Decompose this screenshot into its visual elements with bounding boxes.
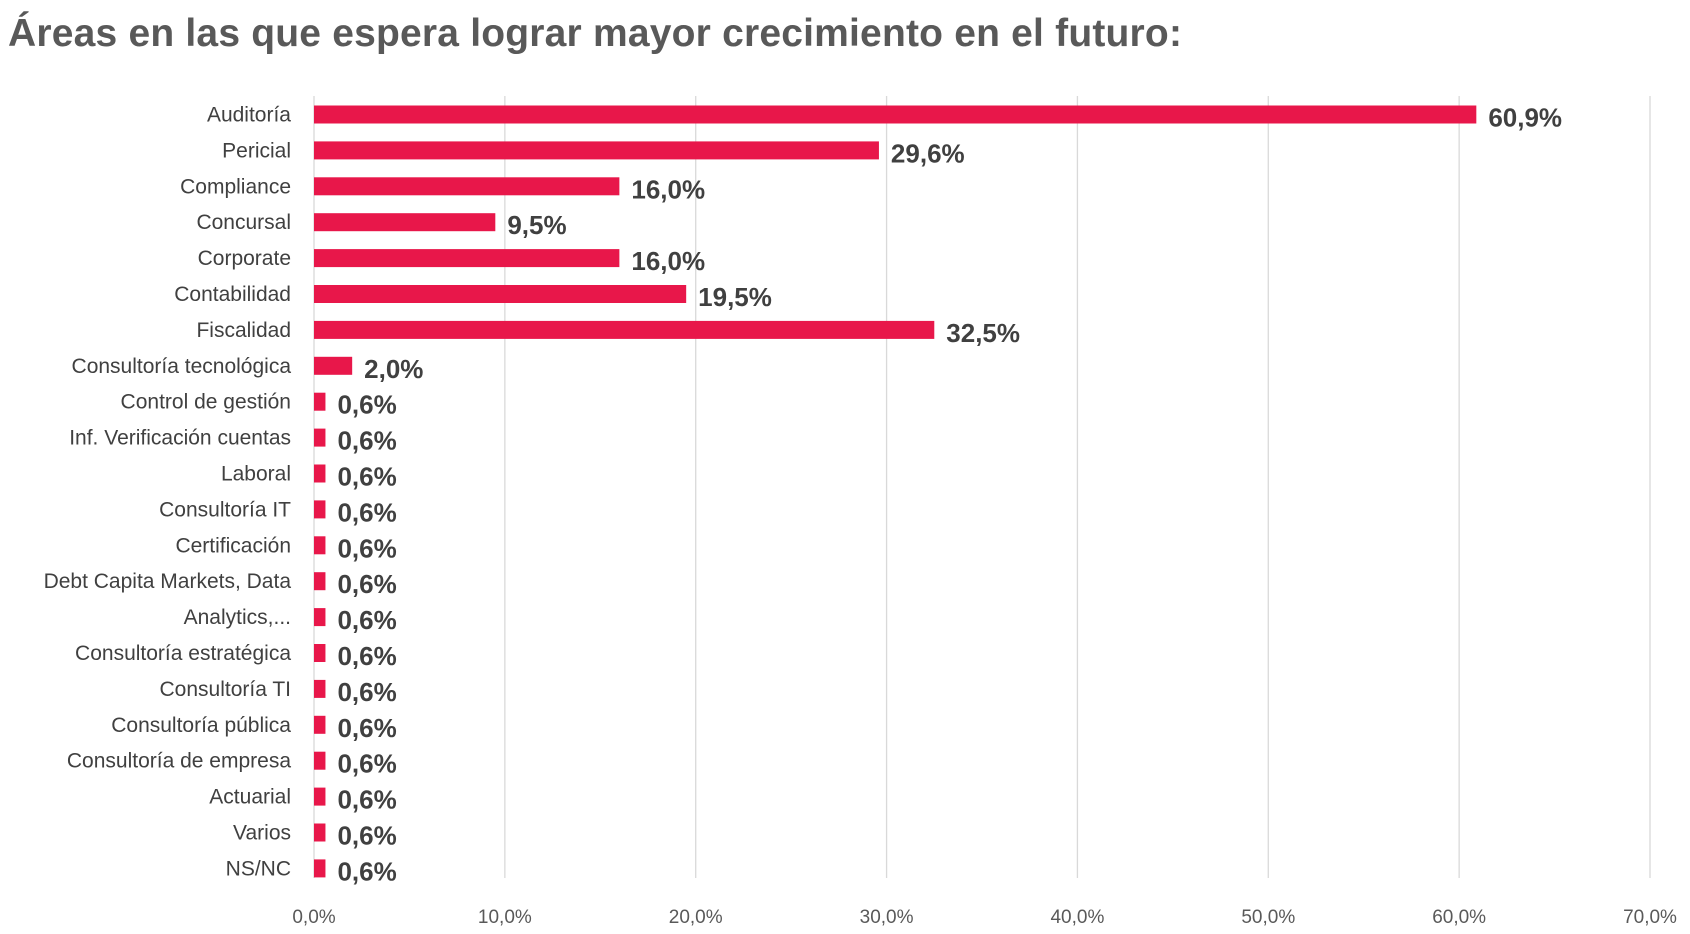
category-label: Consultoría de empresa [67,750,291,773]
x-tick-label: 60,0% [1432,907,1486,928]
bars [314,105,1477,878]
data-label: 0,6% [337,426,396,456]
bar [314,679,326,698]
data-label: 0,6% [337,641,396,671]
data-label: 0,6% [337,713,396,743]
chart-title: Áreas en las que espera lograr mayor cre… [8,12,1183,55]
category-label: Consultoría estratégica [75,642,291,665]
data-label: 9,5% [507,210,566,240]
category-label: Analytics,... [184,606,291,629]
data-label: 60,9% [1488,103,1562,133]
data-label: 16,0% [631,174,705,204]
category-label: Pericial [222,139,291,162]
category-label: Consultoría tecnológica [72,355,292,378]
x-axis-tick-labels: 0,0% 10,0% 20,0% 30,0% 40,0% 50,0% 60,0% 70,0% [292,907,1677,928]
category-label: Compliance [180,175,291,198]
data-label: 0,6% [337,605,396,635]
x-tick-label: 30,0% [860,907,914,928]
data-label: 29,6% [891,138,965,168]
category-label: Concursal [196,211,291,234]
data-label: 0,6% [337,749,396,779]
data-label: 2,0% [364,354,423,384]
bar [314,608,326,627]
category-label: NS/NC [226,857,291,880]
bar [314,213,496,232]
bar [314,500,326,519]
x-tick-label: 10,0% [478,907,532,928]
category-label: Inf. Verificación cuentas [69,427,291,450]
data-label: 0,6% [337,462,396,492]
category-label: Consultoría TI [159,678,291,701]
bar [314,356,353,375]
data-label: 0,6% [337,821,396,851]
data-label: 32,5% [946,318,1020,348]
category-label: Fiscalidad [196,319,291,342]
category-label: Certificación [175,534,291,557]
x-tick-label: 20,0% [669,907,723,928]
category-label: Actuarial [209,786,291,809]
data-label: 16,0% [631,246,705,276]
bar [314,644,326,662]
bar [314,177,620,196]
category-labels: Auditoría Pericial Compliance Concursal Corp… [44,104,292,881]
data-label: 0,6% [337,856,396,886]
bar [314,859,326,878]
data-label: 0,6% [337,677,396,707]
category-label: Control de gestión [121,391,291,414]
x-tick-label: 40,0% [1050,907,1104,928]
x-tick-label: 0,0% [292,907,335,928]
x-tick-label: 50,0% [1241,907,1295,928]
x-tick-label: 70,0% [1623,907,1677,928]
bar [314,536,326,555]
bar [314,285,687,303]
category-label: Debt Capita Markets, Data [44,570,292,593]
bar [314,320,935,339]
data-label: 0,6% [337,390,396,420]
bar [314,392,326,411]
bar [314,715,326,734]
bar [314,141,879,160]
data-label: 0,6% [337,785,396,815]
category-label: Auditoría [207,104,291,127]
category-label: Contabilidad [174,283,291,306]
bar [314,823,326,842]
bar [314,464,326,483]
bar [314,787,326,806]
bar [314,249,620,268]
bar [314,428,326,447]
bar [314,751,326,770]
data-label: 19,5% [698,282,772,312]
category-label: Corporate [198,247,291,270]
data-label: 0,6% [337,533,396,563]
bar [314,105,1477,124]
category-label: Consultoría IT [159,498,291,521]
bar [314,572,326,591]
category-label: Varios [233,822,291,845]
data-label: 0,6% [337,569,396,599]
data-label: 0,6% [337,497,396,527]
category-label: Consultoría pública [111,714,291,737]
value-labels: 60,9% 29,6% 16,0% 9,5% 16,0% 19,5% 32,5% 2,0% 0,… [337,103,1562,887]
category-label: Laboral [221,463,291,486]
